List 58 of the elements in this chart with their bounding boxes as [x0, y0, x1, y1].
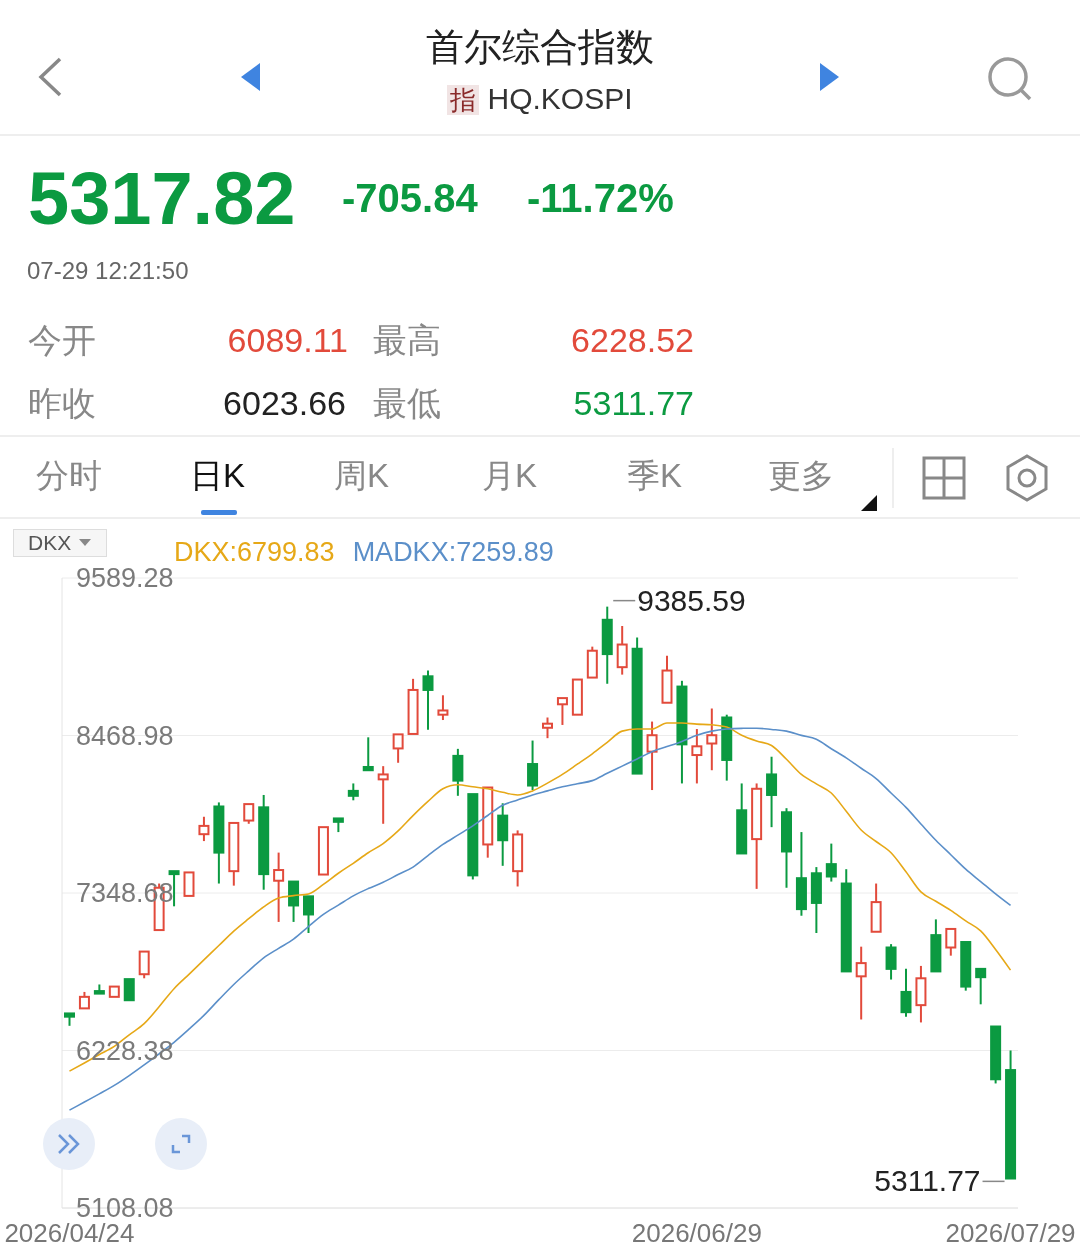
candlestick	[975, 967, 987, 1006]
annotation: 5311.77	[874, 1164, 981, 1198]
candlestick	[482, 786, 494, 859]
candlestick	[556, 697, 568, 726]
text: 6023.66	[223, 384, 346, 423]
candlestick	[930, 918, 942, 973]
candlestick	[706, 707, 718, 772]
text: 日K	[190, 457, 246, 495]
x-tick-label: 2026/07/29	[945, 1218, 1076, 1248]
indicator-dropdown: DKX	[13, 529, 107, 557]
candlestick	[392, 733, 404, 764]
text: 季K	[627, 457, 683, 495]
text: 6089.11	[227, 321, 348, 360]
text: 今开	[28, 321, 96, 360]
candlestick	[766, 755, 778, 829]
text: MADKX:7259.89	[352, 536, 554, 568]
text: 最高	[373, 321, 441, 360]
text: 昨收	[28, 384, 96, 423]
text: 5317.82	[28, 157, 296, 240]
candlestick	[123, 978, 135, 1002]
candlestick	[407, 677, 419, 735]
candlestick	[616, 624, 628, 676]
text: 分时	[36, 457, 102, 495]
candlestick	[870, 882, 882, 933]
y-tick-label: 8468.98	[76, 720, 174, 751]
candlestick	[571, 678, 583, 716]
candlestick	[93, 983, 105, 995]
candlestick	[751, 782, 763, 890]
candlestick	[736, 782, 748, 855]
text: 最低	[373, 384, 441, 423]
candlestick	[601, 605, 613, 685]
candlestick	[1005, 1049, 1017, 1180]
y-tick-label: 9589.28	[76, 563, 174, 594]
candlestick	[855, 945, 867, 1021]
candlestick	[362, 736, 374, 772]
candlestick	[273, 851, 285, 923]
text: -705.84	[342, 176, 478, 220]
text: 周K	[334, 457, 390, 495]
text: 月K	[482, 457, 538, 495]
candlestick	[661, 654, 673, 704]
chart-subtitle: HQ.KOSPI	[487, 82, 633, 115]
candlestick	[288, 880, 300, 923]
text: 5311.77	[573, 384, 694, 423]
candlestick	[317, 826, 329, 876]
x-tick-label: 2026/06/29	[631, 1218, 762, 1248]
candlestick	[631, 636, 643, 775]
chart-title: 首尔综合指数	[425, 25, 655, 70]
text: DKX:6799.83	[174, 536, 335, 568]
text: 07-29 12:21:50	[27, 257, 189, 285]
annotation: 9385.59	[637, 583, 746, 617]
candlestick	[303, 895, 314, 935]
text: 指	[447, 85, 480, 115]
text: 6228.52	[571, 321, 694, 360]
candlestick	[228, 821, 240, 887]
text: -11.72%	[527, 176, 674, 220]
candlestick	[840, 868, 852, 973]
text: 更多	[768, 457, 834, 495]
candlestick	[795, 831, 807, 917]
